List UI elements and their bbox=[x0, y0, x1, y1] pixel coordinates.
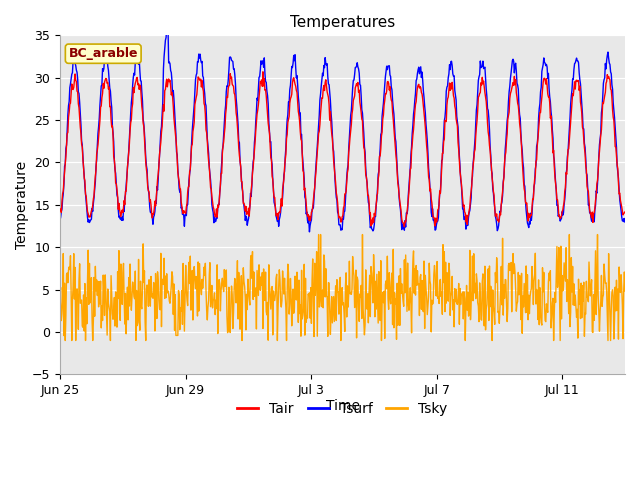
X-axis label: Time: Time bbox=[326, 398, 360, 412]
Text: BC_arable: BC_arable bbox=[68, 47, 138, 60]
Legend: Tair, Tsurf, Tsky: Tair, Tsurf, Tsky bbox=[232, 396, 453, 422]
Title: Temperatures: Temperatures bbox=[290, 15, 395, 30]
Y-axis label: Temperature: Temperature bbox=[15, 161, 29, 249]
